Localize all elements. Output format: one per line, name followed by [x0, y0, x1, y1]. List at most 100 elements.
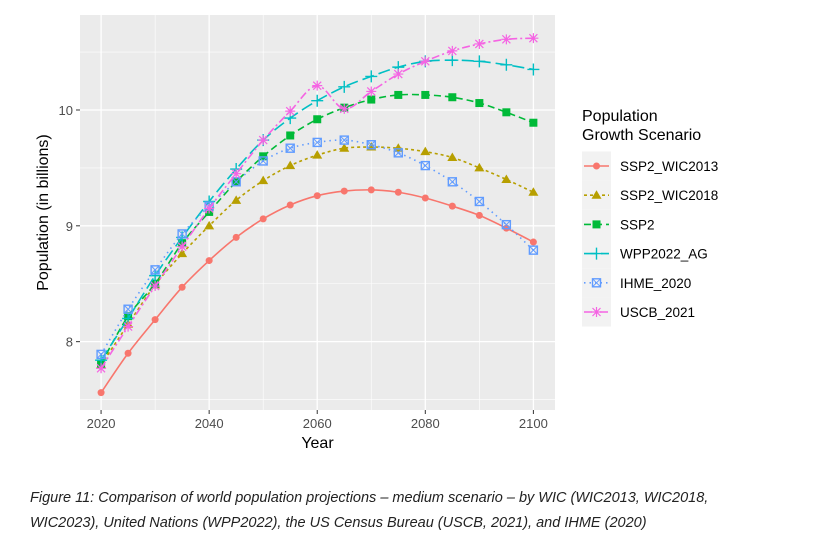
square-marker — [529, 118, 538, 127]
square-marker — [286, 131, 295, 140]
y-axis-label: Population (in billions) — [35, 134, 52, 291]
triangle-marker — [177, 248, 188, 258]
boxcross-x — [258, 156, 268, 166]
legend-label: SSP2_WIC2013 — [620, 159, 718, 174]
legend-label: SSP2 — [620, 217, 655, 232]
circle-marker — [124, 349, 132, 357]
asterisk-marker — [501, 34, 512, 45]
boxcross-marker — [96, 349, 106, 360]
asterisk-marker — [339, 103, 350, 114]
boxcross-x — [96, 350, 106, 359]
boxcross-x — [231, 177, 241, 187]
boxcross-marker — [285, 143, 295, 153]
boxcross-x — [502, 220, 511, 230]
y-tick-label: 8 — [66, 335, 73, 350]
triangle-marker — [204, 220, 215, 230]
triangle-marker — [231, 195, 242, 204]
asterisk-marker — [258, 135, 269, 146]
boxcross-marker — [312, 137, 322, 148]
legend-label: IHME_2020 — [620, 276, 691, 291]
triangle-marker — [420, 146, 431, 156]
legend-item-ssp2-wic2013: SSP2_WIC2013 — [582, 151, 718, 181]
boxcross-marker — [366, 140, 376, 150]
circle-marker — [448, 202, 456, 210]
boxcross-x — [366, 140, 376, 150]
triangle-marker — [474, 162, 485, 172]
boxcross-x — [447, 177, 457, 187]
asterisk-marker — [366, 86, 377, 97]
caption-line-2: WIC2023), United Nations (WPP2022), the … — [30, 515, 647, 531]
boxcross-x — [123, 304, 133, 314]
boxcross-x — [339, 135, 349, 145]
legend-item-ssp2: SSP2 — [582, 209, 655, 239]
asterisk-marker — [393, 69, 404, 80]
plus-marker — [338, 80, 351, 93]
y-tick-label: 10 — [59, 103, 73, 118]
circle-marker — [205, 257, 213, 265]
series-uscb-2021 — [96, 33, 539, 374]
legend-title: Population — [582, 108, 658, 125]
x-tick-label: 2060 — [303, 416, 332, 431]
plus-marker — [500, 58, 513, 71]
plus-marker — [311, 94, 324, 107]
y-tick-label: 9 — [66, 219, 73, 234]
circle-marker — [286, 201, 294, 209]
asterisk-marker — [312, 80, 323, 91]
x-tick-label: 2040 — [195, 416, 224, 431]
square-marker — [394, 90, 403, 99]
triangle-marker — [393, 143, 404, 152]
asterisk-marker — [204, 203, 215, 214]
boxcross-marker — [501, 219, 512, 230]
asterisk-marker — [96, 363, 107, 374]
square-marker — [367, 95, 376, 104]
legend-label: SSP2_WIC2018 — [620, 188, 718, 203]
plus-marker — [365, 70, 378, 83]
plus-marker — [149, 269, 162, 282]
asterisk-marker — [285, 106, 296, 117]
legend-label: USCB_2021 — [620, 305, 695, 320]
triangle-marker — [591, 190, 602, 199]
asterisk-marker — [150, 281, 161, 292]
square-marker — [592, 220, 601, 229]
boxcross-x — [474, 197, 484, 206]
boxcross-x — [592, 278, 601, 288]
asterisk-marker — [528, 33, 539, 44]
circle-marker — [340, 187, 348, 195]
circle-marker — [151, 316, 159, 324]
asterisk-marker — [177, 241, 188, 252]
circle-marker — [593, 162, 600, 170]
boxcross-marker — [591, 278, 602, 288]
plus-marker — [527, 63, 540, 76]
caption-line-1: Figure 11: Comparison of world populatio… — [30, 490, 709, 506]
triangle-marker — [528, 187, 539, 196]
square-marker — [313, 115, 322, 124]
boxcross-x — [312, 138, 322, 147]
asterisk-marker — [591, 307, 602, 317]
boxcross-x — [393, 148, 403, 158]
legend-item-ihme-2020: IHME_2020 — [582, 268, 691, 298]
triangle-marker — [447, 152, 458, 161]
population-chart: 2020 2040 2060 2080 2100 8 9 10 Year Population (… — [35, 15, 718, 452]
boxcross-marker — [474, 196, 485, 207]
x-tick-label: 2020 — [87, 416, 116, 431]
boxcross-x — [420, 161, 430, 170]
boxcross-x — [285, 143, 295, 153]
asterisk-marker — [123, 321, 134, 332]
boxcross-marker — [258, 156, 268, 166]
series-line — [100, 139, 534, 355]
series-ssp2-wic2013 — [97, 186, 537, 397]
plus-marker — [446, 54, 459, 67]
circle-marker — [97, 389, 105, 397]
triangle-marker — [285, 160, 296, 170]
circle-marker — [529, 238, 537, 246]
legend-item-wpp2022-ag: WPP2022_AG — [582, 239, 708, 269]
plus-marker — [473, 55, 486, 68]
square-marker — [502, 108, 511, 117]
asterisk-marker — [231, 168, 242, 179]
x-tick-label: 2100 — [519, 416, 548, 431]
triangle-marker — [339, 143, 350, 152]
circle-marker — [259, 215, 267, 223]
asterisk-marker — [474, 38, 485, 49]
boxcross-marker — [339, 135, 349, 145]
boxcross-x — [529, 245, 538, 255]
